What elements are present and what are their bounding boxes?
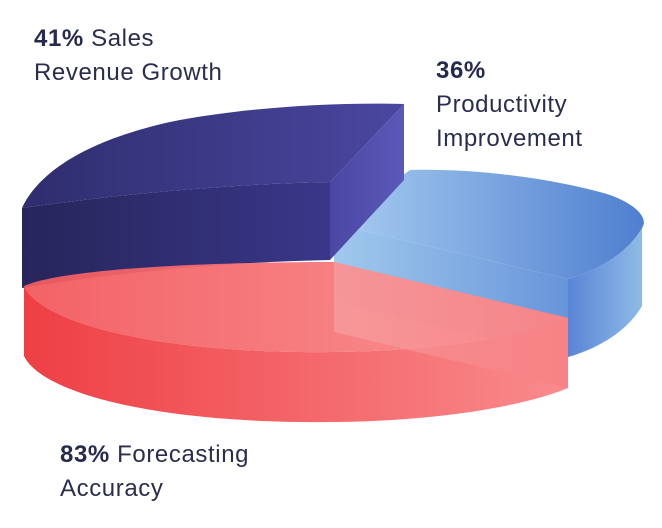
forecasting-percent: 83%: [60, 441, 110, 468]
slice-sales-cut: [330, 104, 404, 260]
slice-forecasting-cut: [334, 262, 568, 388]
productivity-label-line2: Improvement: [436, 125, 583, 152]
slice-sales: [22, 103, 404, 288]
slice-sales-side: [22, 182, 330, 288]
productivity-label-line1: Productivity: [436, 91, 568, 118]
label-forecasting-accuracy: 83% Forecasting Accuracy: [60, 438, 249, 506]
slice-sales-top: [22, 103, 404, 208]
forecasting-label-line1: Forecasting: [117, 441, 250, 468]
slice-forecasting: [24, 262, 568, 423]
slice-forecasting-side: [24, 286, 568, 423]
forecasting-label-line2: Accuracy: [60, 475, 164, 502]
sales-percent: 41%: [34, 25, 84, 52]
slice-productivity-top: [334, 169, 644, 279]
productivity-percent: 36%: [436, 57, 486, 84]
sales-label-line1: Sales: [91, 25, 155, 52]
sales-label-line2: Revenue Growth: [34, 59, 223, 86]
label-sales-revenue-growth: 41% Sales Revenue Growth: [34, 22, 223, 90]
label-productivity-improvement: 36% Productivity Improvement: [436, 54, 583, 156]
slice-productivity-side: [568, 228, 642, 357]
